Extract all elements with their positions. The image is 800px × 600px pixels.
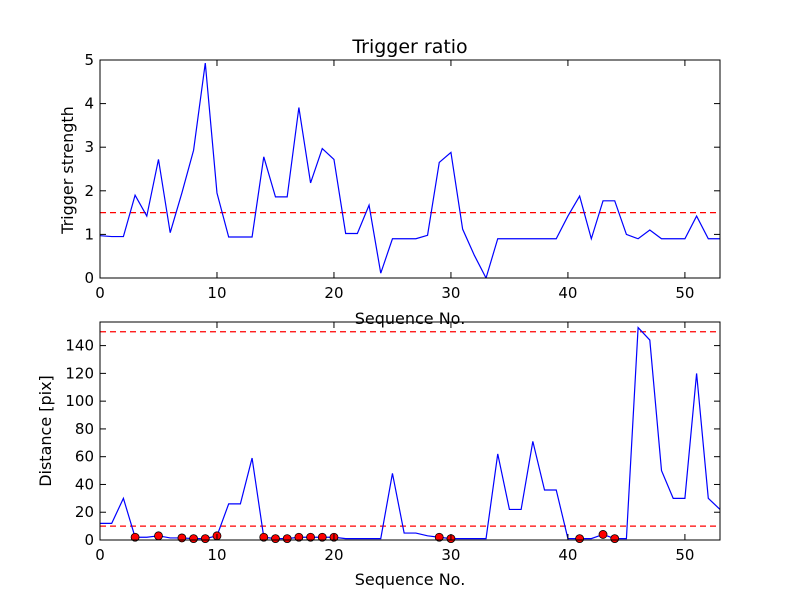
y-tick-label: 0 xyxy=(84,531,94,549)
data-point-marker xyxy=(177,533,187,543)
y-tick-label: 140 xyxy=(65,337,94,355)
x-tick-label: 10 xyxy=(207,284,226,302)
data-point-marker xyxy=(154,531,163,541)
x-tick-label: 30 xyxy=(441,546,460,564)
y-tick-label: 40 xyxy=(75,475,94,493)
series-line xyxy=(100,62,720,278)
y-tick-label: 60 xyxy=(75,448,94,466)
data-point-marker xyxy=(282,534,292,544)
x-tick-label: 20 xyxy=(324,284,343,302)
y-tick-label: 120 xyxy=(65,364,94,382)
y-tick-label: 1 xyxy=(84,225,94,243)
data-point-marker xyxy=(610,534,620,544)
x-tick-label: 0 xyxy=(95,546,105,564)
data-point-marker xyxy=(130,532,140,542)
data-point-marker xyxy=(259,532,269,542)
chart-title: Trigger ratio xyxy=(351,36,467,58)
data-point-marker xyxy=(271,534,280,544)
x-tick-label: 20 xyxy=(324,546,343,564)
data-point-marker xyxy=(317,532,327,542)
y-tick-label: 0 xyxy=(84,269,94,287)
data-point-marker xyxy=(200,534,210,544)
data-point-marker xyxy=(306,532,315,542)
x-tick-label: 10 xyxy=(207,546,226,564)
y-tick-label: 80 xyxy=(75,420,94,438)
x-axis-label: Sequence No. xyxy=(355,309,466,328)
data-point-marker xyxy=(434,532,444,542)
axes-frame xyxy=(99,59,721,279)
x-tick-label: 30 xyxy=(441,284,460,302)
trigger-ratio-chart: Trigger ratio Sequence No. Trigger stren… xyxy=(58,36,721,328)
x-tick-label: 40 xyxy=(558,284,577,302)
y-tick-label: 3 xyxy=(84,138,94,156)
y-tick-label: 20 xyxy=(75,503,94,521)
data-point-marker xyxy=(598,530,608,539)
data-point-marker xyxy=(294,532,304,542)
data-point-marker xyxy=(575,534,585,544)
y-tick-label: 2 xyxy=(84,182,94,200)
y-tick-label: 5 xyxy=(84,51,94,69)
x-tick-label: 0 xyxy=(95,284,105,302)
data-point-marker xyxy=(189,534,198,544)
y-tick-label: 100 xyxy=(65,392,94,410)
x-tick-label: 50 xyxy=(675,546,694,564)
x-tick-label: 50 xyxy=(675,284,694,302)
y-axis-label: Distance [pix] xyxy=(36,375,55,487)
plot-area xyxy=(100,62,720,278)
y-tick-label: 4 xyxy=(84,95,94,113)
axes-frame xyxy=(99,321,721,541)
x-tick-label: 40 xyxy=(558,546,577,564)
y-axis-label: Trigger strength xyxy=(58,106,77,235)
x-axis-label: Sequence No. xyxy=(355,570,466,589)
distance-chart: Sequence No. Distance [pix] 0 10 20 30 40 50 0… xyxy=(36,321,721,589)
